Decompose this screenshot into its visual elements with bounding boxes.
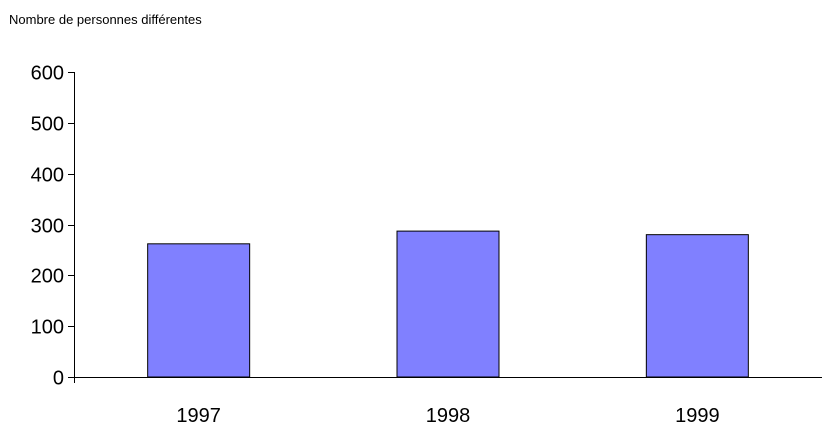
x-tick-label-1999: 1999 [675,405,720,425]
bar-1997 [147,243,251,378]
y-tick-label: 300 [31,216,64,238]
y-axis-title: Nombre de personnes différentes [9,12,202,27]
y-tick-label: 400 [31,165,64,187]
bar-1998 [396,230,500,378]
bars [147,230,749,378]
y-tick-label: 200 [31,266,64,288]
x-axis-tick-labels: 1997 1998 1999 [176,405,719,425]
x-tick-label-1997: 1997 [176,405,221,425]
y-tick-label: 600 [31,63,64,85]
x-tick-label-1998: 1998 [426,405,471,425]
y-axis-ticks: 0 100 200 300 400 500 600 [31,63,74,390]
bar-1999 [645,234,749,378]
y-tick-label: 500 [31,114,64,136]
y-tick-label: 0 [53,368,64,390]
y-tick-label: 100 [31,317,64,339]
